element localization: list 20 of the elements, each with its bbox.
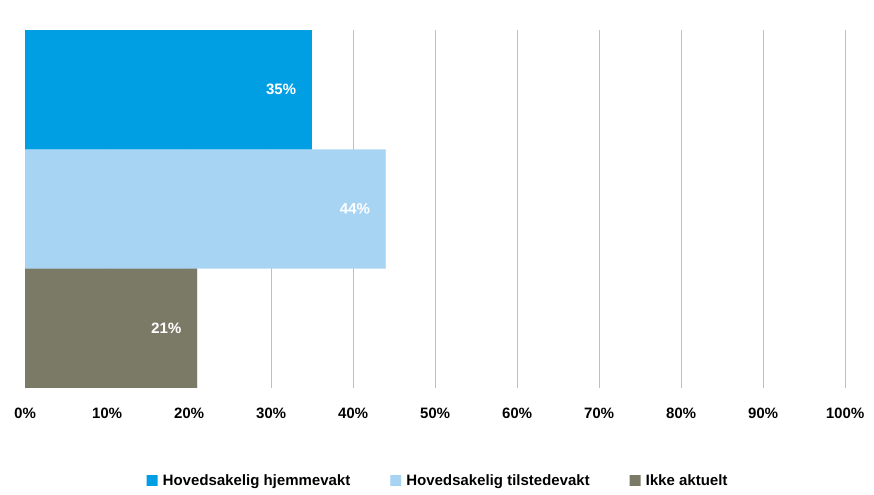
data-label: 44%	[340, 200, 370, 218]
legend-label: Ikke aktuelt	[646, 472, 728, 489]
x-tick-label: 0%	[14, 405, 36, 422]
x-tick-label: 60%	[502, 405, 532, 422]
legend-label: Hovedsakelig hjemmevakt	[162, 472, 350, 489]
x-tick-label: 100%	[826, 405, 864, 422]
x-tick-label: 90%	[748, 405, 778, 422]
x-tick-label: 70%	[584, 405, 614, 422]
x-tick-label: 50%	[420, 405, 450, 422]
x-tick-label: 40%	[338, 405, 368, 422]
x-tick-label: 20%	[174, 405, 204, 422]
x-tick-label: 80%	[666, 405, 696, 422]
data-label: 21%	[151, 320, 182, 337]
bar	[25, 268, 198, 388]
bar	[25, 149, 386, 269]
legend-label: Hovedsakelig tilstedevakt	[406, 472, 590, 489]
bar	[25, 30, 312, 150]
x-tick-label: 10%	[92, 405, 122, 422]
x-tick-label: 30%	[256, 405, 286, 422]
data-label: 35%	[266, 81, 296, 98]
